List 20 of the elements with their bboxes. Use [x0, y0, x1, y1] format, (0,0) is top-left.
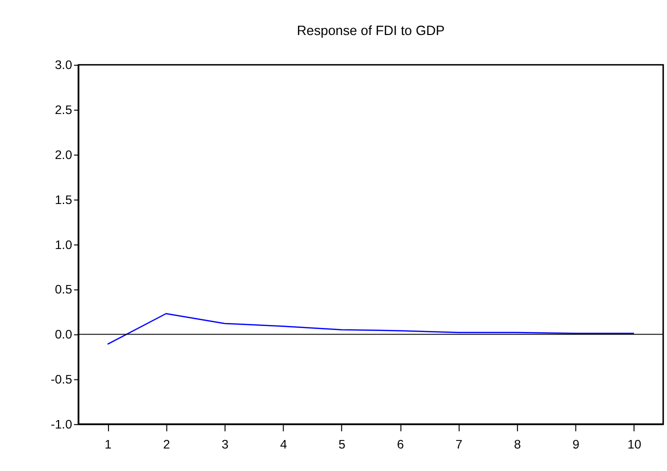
- y-tick-label: 3.0: [54, 58, 72, 72]
- x-tick-label: 9: [572, 437, 580, 452]
- y-tick-label: -0.5: [50, 372, 72, 387]
- y-tick-label: 1.0: [54, 238, 72, 252]
- x-tick-label: 4: [280, 437, 288, 452]
- chart-title: Response of FDI to GDP: [296, 23, 445, 38]
- y-tick-label: -1.0: [50, 417, 72, 432]
- x-tick-label: 7: [456, 437, 463, 452]
- x-tick-label: 5: [338, 437, 346, 452]
- x-tick-label: 8: [514, 437, 521, 452]
- y-tick-label: 0.5: [54, 282, 72, 297]
- y-tick-label: 2.0: [54, 148, 72, 162]
- y-tick-label: 1.5: [54, 192, 72, 207]
- x-tick-label: 10: [628, 437, 642, 452]
- x-tick-label: 1: [104, 437, 112, 452]
- y-tick-label: 2.5: [54, 103, 72, 118]
- y-tick-label: 0.0: [54, 328, 72, 342]
- x-tick-label: 2: [163, 437, 170, 452]
- x-tick-label: 6: [397, 437, 404, 452]
- x-tick-label: 3: [222, 437, 229, 452]
